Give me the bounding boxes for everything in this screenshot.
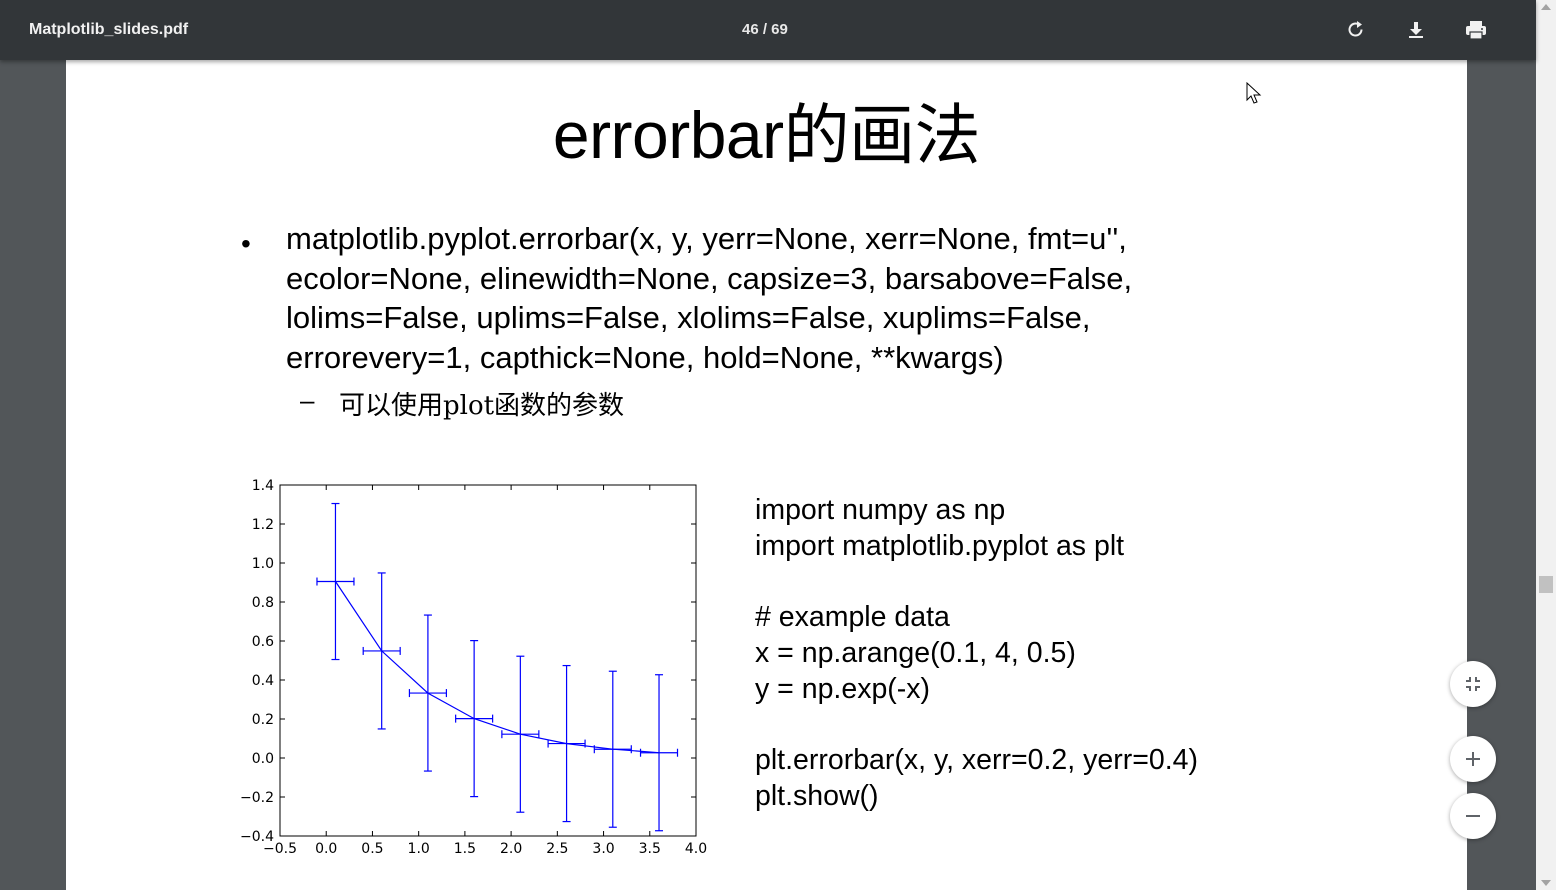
errorbar-chart: −0.5 0.0 0.5 1.0 1.5 2.0 2.5 3.0 3.5 4.0 1.4 1.2 1.0…	[240, 478, 707, 857]
scroll-up-arrow-icon[interactable]	[1541, 4, 1551, 10]
download-button[interactable]	[1400, 14, 1432, 46]
scroll-down-arrow-icon[interactable]	[1541, 880, 1551, 886]
y-tick-label: −0.4	[240, 829, 274, 845]
bullet-text: matplotlib.pyplot.errorbar(x, y, yerr=No…	[286, 219, 1246, 377]
y-tick-label: −0.2	[240, 790, 274, 806]
series-line	[335, 581, 660, 754]
x-tick-label: 2.5	[546, 841, 568, 857]
scrollbar-thumb[interactable]	[1539, 576, 1553, 593]
x-tick-label: 3.0	[592, 841, 614, 857]
page-indicator[interactable]: 46 / 69	[742, 21, 788, 38]
sub-bullet-text: 可以使用plot函数的参数	[339, 391, 625, 421]
file-name: Matplotlib_slides.pdf	[29, 21, 189, 38]
x-tick-label: 4.0	[685, 841, 707, 857]
minus-icon	[1466, 815, 1480, 817]
bullet-line: matplotlib.pyplot.errorbar(x, y, yerr=No…	[286, 221, 1127, 256]
fit-to-page-button[interactable]	[1450, 661, 1496, 707]
x-tick-label: 2.0	[500, 841, 522, 857]
print-icon	[1466, 21, 1486, 40]
code-line: plt.show()	[755, 779, 879, 812]
code-line: x = np.arange(0.1, 4, 0.5)	[755, 636, 1076, 669]
code-line	[755, 707, 1198, 743]
code-line: plt.errorbar(x, y, xerr=0.2, yerr=0.4)	[755, 743, 1198, 776]
code-block: import numpy as np import matplotlib.pypl…	[755, 493, 1198, 814]
code-line: import numpy as np	[755, 494, 1006, 526]
y-tick-label: 0.8	[252, 595, 274, 611]
code-line: y = np.exp(-x)	[755, 672, 931, 705]
zoom-out-button[interactable]	[1450, 793, 1496, 839]
x-tick-label: −0.5	[263, 841, 297, 857]
y-tick-label: 1.4	[252, 478, 274, 494]
y-tick-label: 0.4	[252, 673, 274, 689]
rotate-button[interactable]	[1340, 14, 1372, 46]
pdf-toolbar: Matplotlib_slides.pdf 46 / 69	[0, 0, 1536, 60]
plot-frame	[279, 484, 697, 837]
code-line	[755, 564, 1198, 600]
zoom-in-button[interactable]	[1450, 736, 1496, 782]
vertical-scrollbar[interactable]	[1536, 0, 1556, 890]
fit-to-page-icon	[1466, 677, 1480, 691]
bullet-line: lolims=False, uplims=False, xlolims=Fals…	[286, 300, 1091, 335]
slide-title: errorbar的画法	[552, 98, 981, 172]
y-tick-label: 0.2	[252, 712, 274, 728]
x-tick-label: 0.0	[315, 841, 337, 857]
bullet-line: errorevery=1, capthick=None, hold=None, …	[286, 339, 1004, 375]
y-tick-label: 0.6	[252, 634, 274, 650]
print-button[interactable]	[1460, 14, 1492, 46]
y-tick-label: 0.0	[252, 751, 274, 767]
mouse-cursor-icon	[1246, 82, 1262, 104]
x-tick-label: 1.5	[454, 841, 476, 857]
plus-icon	[1466, 752, 1480, 766]
bullet-marker: •	[241, 228, 251, 259]
y-tick-label: 1.0	[252, 556, 274, 572]
sub-bullet-dash: –	[300, 385, 315, 415]
x-tick-label: 3.5	[639, 841, 661, 857]
rotate-icon	[1348, 21, 1363, 37]
x-tick-label: 0.5	[361, 841, 383, 857]
bullet-line: ecolor=None, elinewidth=None, capsize=3,…	[286, 260, 1133, 296]
y-tick-label: 1.2	[252, 517, 274, 533]
x-tick-label: 1.0	[408, 841, 430, 857]
code-line: import matplotlib.pyplot as plt	[755, 529, 1125, 562]
pdf-page: errorbar的画法 • matplotlib.pyplot.errorbar…	[66, 60, 1467, 890]
code-line: # example data	[755, 601, 950, 634]
download-icon	[1409, 22, 1423, 38]
